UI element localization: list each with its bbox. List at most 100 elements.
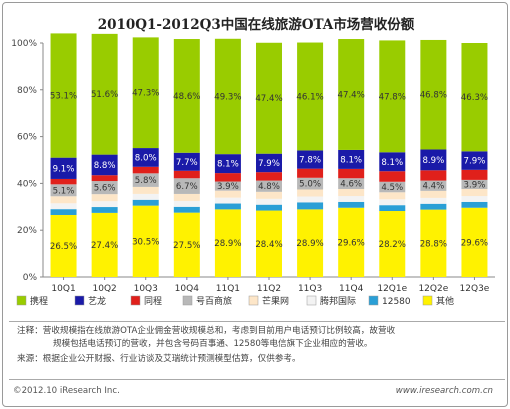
note-line-2: 规模包括电话预订的营收，并包含号码百事通、12580等电信旗下企业相应的营收。 xyxy=(53,339,373,349)
bar-segment xyxy=(50,157,77,179)
bar-segment xyxy=(256,180,282,192)
bar-segment xyxy=(256,172,282,181)
bar-segment xyxy=(50,178,77,185)
bar-segment xyxy=(132,173,159,187)
bar-segment xyxy=(173,178,200,194)
data-label: 3.9% xyxy=(464,180,486,190)
legend-label: 携程 xyxy=(30,295,48,307)
bar-segment xyxy=(173,206,200,213)
y-tick-label: 100% xyxy=(11,39,37,49)
bar-segment xyxy=(91,201,118,208)
bar-segment xyxy=(297,150,324,169)
bar-segment xyxy=(338,149,365,169)
divider-line xyxy=(9,379,505,380)
x-tick-label: 11Q4 xyxy=(339,284,364,294)
bar-segment xyxy=(50,214,77,277)
bar-segment xyxy=(338,201,365,208)
legend-swatch xyxy=(74,295,85,306)
bar-segment xyxy=(338,168,365,179)
bar-segment xyxy=(50,203,77,210)
bar-segment xyxy=(420,170,447,181)
bar-segment xyxy=(461,207,488,277)
bar-segment xyxy=(50,209,77,215)
data-label: 8.1% xyxy=(217,160,239,170)
bar-segment xyxy=(379,152,406,172)
data-label: 5.0% xyxy=(299,180,321,190)
bar-segment xyxy=(461,169,488,180)
bar-segment xyxy=(173,39,200,153)
bar-segment xyxy=(173,152,200,171)
bar-segment xyxy=(420,197,447,204)
divider-line xyxy=(9,321,505,322)
bar-segment xyxy=(379,192,406,200)
bar-segment xyxy=(91,181,118,195)
bar-segment xyxy=(214,197,241,204)
bar-segment xyxy=(256,198,282,205)
bar-segment xyxy=(132,37,159,149)
data-label: 8.1% xyxy=(340,155,362,165)
bar-segment xyxy=(256,191,282,199)
bar-segment xyxy=(297,177,324,190)
bar-segment xyxy=(461,201,488,208)
bar-segment xyxy=(214,190,241,198)
data-label: 4.4% xyxy=(422,182,444,192)
data-label: 4.6% xyxy=(340,180,362,190)
bar-segment xyxy=(132,186,159,194)
bar-segment xyxy=(50,33,77,158)
bar-segment xyxy=(91,207,118,213)
bar-segment xyxy=(297,209,324,277)
data-label: 8.1% xyxy=(381,158,403,168)
bar-segment xyxy=(256,153,282,173)
bar-segment xyxy=(420,180,447,191)
bar-segment xyxy=(256,210,282,277)
bar-segment xyxy=(91,33,118,155)
y-tick-label: 40% xyxy=(17,179,37,189)
data-label: 9.1% xyxy=(53,164,75,174)
bar-segment xyxy=(420,203,447,210)
bar-segment xyxy=(214,38,241,155)
bar-segment xyxy=(379,205,406,212)
data-label: 8.0% xyxy=(135,153,157,163)
data-label: 29.6% xyxy=(461,238,488,248)
bar-segment xyxy=(132,166,159,174)
data-label: 48.6% xyxy=(173,92,200,102)
x-tick-label: 10Q3 xyxy=(134,284,158,294)
data-label: 28.4% xyxy=(255,240,282,250)
data-label: 5.8% xyxy=(135,176,157,186)
bar-segment xyxy=(173,200,200,207)
legend-label: 其他 xyxy=(436,295,454,307)
bar-segment xyxy=(297,202,324,210)
x-tick-label: 12Q3e xyxy=(460,284,490,294)
bar-segment xyxy=(50,184,77,197)
copyright-text: ©2012.10 iResearch Inc. xyxy=(13,386,120,396)
data-label: 49.3% xyxy=(214,92,241,102)
x-tick-label: 12Q1e xyxy=(377,284,407,294)
bar-segment xyxy=(379,211,406,277)
legend-label: 腾邦国际 xyxy=(320,295,356,307)
y-tick-label: 20% xyxy=(17,226,37,236)
bar-segment xyxy=(132,199,159,206)
bar-segment xyxy=(338,39,365,150)
x-tick-label: 12Q2e xyxy=(418,284,448,294)
bar-segment xyxy=(338,178,365,190)
data-label: 47.3% xyxy=(132,89,159,99)
data-label: 46.8% xyxy=(420,91,447,101)
x-tick-label: 10Q1 xyxy=(51,284,75,294)
data-label: 27.4% xyxy=(91,241,118,251)
bar-segment xyxy=(91,154,118,176)
data-label: 28.2% xyxy=(379,240,406,250)
bar-segment xyxy=(91,175,118,182)
data-label: 6.7% xyxy=(176,182,198,192)
legend-label: 艺龙 xyxy=(88,295,106,307)
bar-segment xyxy=(379,40,406,153)
bar-segment xyxy=(379,199,406,206)
data-label: 8.9% xyxy=(422,156,444,166)
data-label: 4.8% xyxy=(258,182,280,192)
data-label: 8.8% xyxy=(94,161,116,171)
bar-segment xyxy=(461,43,488,152)
legend-swatch xyxy=(16,295,27,306)
bar-segment xyxy=(214,154,241,174)
legend-swatch xyxy=(182,295,193,306)
bar-segment xyxy=(297,196,324,203)
data-label: 53.1% xyxy=(50,92,77,102)
